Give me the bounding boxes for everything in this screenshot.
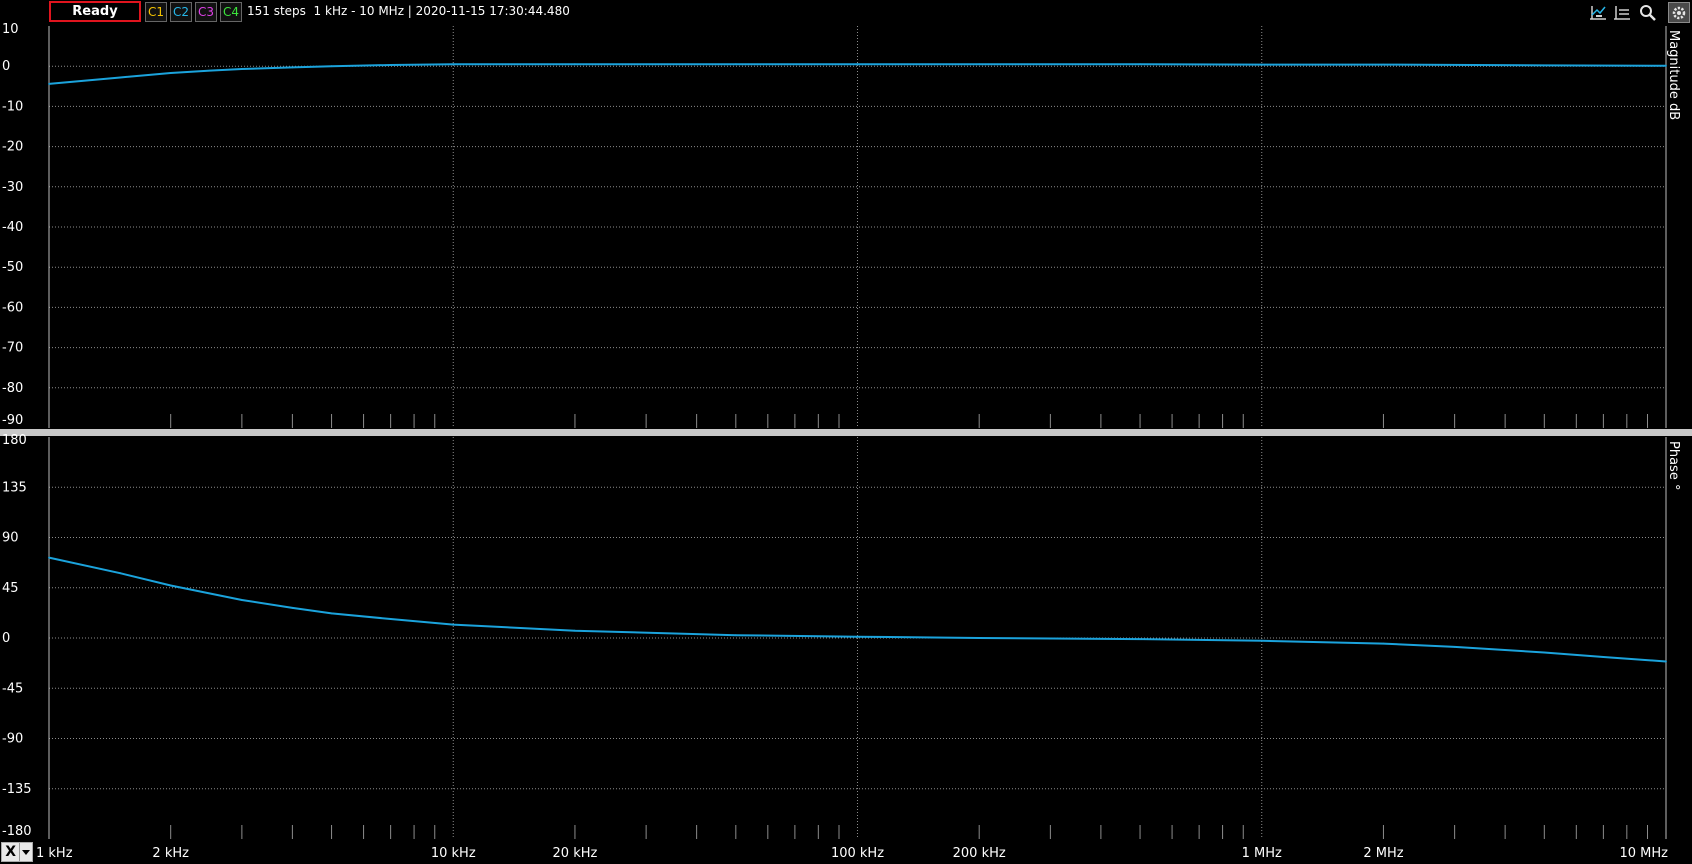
channel-c3-toggle[interactable]: C3 bbox=[195, 2, 217, 22]
phase-data-point bbox=[1260, 639, 1263, 642]
status-indicator: Ready bbox=[49, 1, 141, 22]
magnitude-ytick-label: 0 bbox=[2, 59, 10, 74]
phase-axis-label: Phase ° bbox=[1666, 441, 1681, 490]
magnitude-ytick-label: -60 bbox=[2, 300, 23, 315]
phase-ytick-label: 180 bbox=[2, 433, 27, 448]
phase-data-point bbox=[1382, 642, 1385, 645]
xtick-label: 10 MHz bbox=[1620, 846, 1669, 861]
phase-panel: 180 135 90 45 0 -45 -90 -135 -180 Phase ° bbox=[2, 433, 1681, 839]
magnitude-ytick-label: -80 bbox=[2, 381, 23, 396]
phase-data-point bbox=[978, 637, 981, 639]
xtick-label: 200 kHz bbox=[953, 846, 1006, 861]
xtick-label: 2 MHz bbox=[1363, 846, 1403, 861]
phase-data-point bbox=[1665, 660, 1667, 663]
xtick-label: 2 kHz bbox=[152, 846, 189, 861]
channel-c2-toggle[interactable]: C2 bbox=[170, 2, 192, 22]
phase-ytick-label: -180 bbox=[2, 824, 32, 839]
status-label: Ready bbox=[72, 4, 118, 19]
magnitude-ytick-label: -50 bbox=[2, 260, 23, 275]
phase-data-point bbox=[856, 635, 859, 638]
cursor-a-icon bbox=[1590, 5, 1606, 20]
phase-ytick-label: -135 bbox=[2, 782, 32, 797]
magnitude-data-point bbox=[856, 63, 859, 66]
channel-c1-toggle[interactable]: C1 bbox=[145, 2, 167, 22]
magnitude-data-point bbox=[241, 68, 243, 70]
magnitude-data-point bbox=[978, 63, 981, 66]
magnitude-data-point bbox=[574, 63, 576, 66]
phase-data-point bbox=[119, 572, 122, 575]
magnitude-panel: 10 0 -10 -20 -30 -40 -50 -60 -70 -80 -90 Magnitude … bbox=[2, 22, 1681, 428]
phase-ytick-label: 0 bbox=[2, 631, 10, 646]
cursor-b-icon bbox=[1614, 5, 1630, 20]
xtick-label: 20 kHz bbox=[553, 846, 598, 861]
x-axis-selector-value: X bbox=[5, 844, 17, 860]
phase-data-point bbox=[48, 556, 50, 559]
magnitude-ytick-label: -40 bbox=[2, 220, 23, 235]
zoom-button[interactable] bbox=[1637, 2, 1659, 23]
phase-ytick-label: -90 bbox=[2, 732, 23, 747]
magnitude-data-point bbox=[452, 63, 455, 66]
settings-icon bbox=[1672, 6, 1686, 19]
magnitude-data-point bbox=[169, 72, 172, 74]
phase-data-point bbox=[1453, 646, 1456, 648]
phase-ytick-label: -45 bbox=[2, 681, 23, 696]
phase-data-point bbox=[574, 629, 576, 632]
phase-data-point bbox=[1602, 656, 1605, 658]
magnitude-trace-c2 bbox=[48, 63, 1667, 85]
phase-data-point bbox=[734, 634, 737, 637]
xtick-label: 1 kHz bbox=[36, 846, 73, 861]
magnitude-data-point bbox=[209, 69, 211, 72]
phase-ytick-label: 45 bbox=[2, 581, 19, 596]
phase-data-point bbox=[169, 584, 172, 587]
magnitude-axis-label: Magnitude dB bbox=[1666, 30, 1681, 120]
cursor-a-button[interactable] bbox=[1587, 2, 1609, 23]
zoom-icon bbox=[1640, 4, 1656, 21]
magnitude-ytick-label: 10 bbox=[2, 22, 19, 37]
xtick-label: 10 kHz bbox=[431, 846, 476, 861]
magnitude-ytick-label: -30 bbox=[2, 180, 23, 195]
phase-data-point bbox=[1543, 651, 1546, 654]
channel-c3-label: C3 bbox=[197, 5, 214, 19]
phase-ytick-label: 90 bbox=[2, 531, 19, 546]
channel-c4-label: C4 bbox=[222, 5, 239, 19]
phase-data-point bbox=[291, 607, 294, 609]
settings-button[interactable] bbox=[1668, 2, 1690, 23]
magnitude-data-point bbox=[1260, 63, 1263, 66]
magnitude-data-point bbox=[1665, 64, 1667, 67]
panel-separator bbox=[0, 429, 1692, 436]
magnitude-data-point bbox=[330, 65, 333, 68]
magnitude-data-point bbox=[48, 83, 50, 85]
magnitude-ytick-label: -10 bbox=[2, 99, 23, 114]
channel-c2-label: C2 bbox=[172, 5, 189, 19]
chevron-down-icon bbox=[19, 843, 32, 861]
magnitude-data-point bbox=[1139, 63, 1141, 66]
phase-ytick-label: 135 bbox=[2, 480, 27, 495]
magnitude-ytick-label: -20 bbox=[2, 140, 23, 155]
sweep-info: 151 steps 1 kHz - 10 MHz | 2020-11-15 17… bbox=[247, 4, 570, 18]
channel-c4-toggle[interactable]: C4 bbox=[220, 2, 242, 22]
magnitude-ytick-label: -90 bbox=[2, 413, 23, 428]
phase-data-point bbox=[389, 618, 392, 620]
top-toolbar: Ready C1 C2 C3 C4 151 steps 1 kHz - 10 M… bbox=[0, 0, 1692, 25]
channel-c1-label: C1 bbox=[147, 5, 164, 19]
magnitude-data-point bbox=[389, 64, 392, 66]
magnitude-ytick-label: -70 bbox=[2, 341, 23, 356]
magnitude-data-point bbox=[1543, 64, 1546, 67]
phase-data-point bbox=[1139, 638, 1141, 640]
phase-data-point bbox=[241, 599, 243, 601]
xtick-label: 100 kHz bbox=[831, 846, 884, 861]
magnitude-data-point bbox=[734, 63, 737, 66]
magnitude-data-point bbox=[119, 76, 122, 79]
cursor-b-button[interactable] bbox=[1611, 2, 1633, 23]
phase-trace-c2 bbox=[48, 556, 1667, 663]
xtick-label: 1 MHz bbox=[1242, 846, 1282, 861]
x-axis-selector[interactable]: X bbox=[1, 842, 33, 862]
magnitude-data-point bbox=[1382, 63, 1385, 66]
magnitude-data-point bbox=[291, 66, 294, 69]
phase-data-point bbox=[330, 612, 333, 615]
phase-data-point bbox=[452, 623, 455, 626]
